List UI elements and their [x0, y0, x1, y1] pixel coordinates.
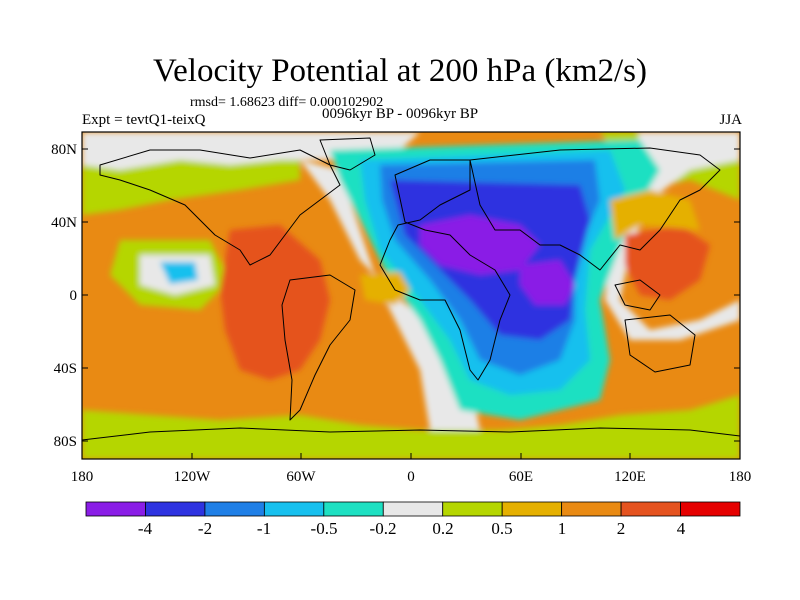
coast-antarctica [82, 427, 740, 441]
colorbar-swatch [85, 501, 146, 517]
colorbar-swatch [620, 501, 681, 517]
field-white-north [82, 132, 420, 170]
coast-south-america [281, 274, 356, 421]
colorbar-swatch [145, 501, 206, 517]
chart-title: Velocity Potential at 200 hPa (km2/s) [152, 53, 648, 89]
axis-ticks [81, 148, 741, 459]
field-darkorange-americas [220, 225, 330, 380]
lat-tick-label: 0 [70, 288, 78, 304]
colorbar-label: -4 [137, 519, 153, 538]
experiment-label: Expt = tevtQ1-teixQ [82, 112, 206, 128]
colorbar-swatch [561, 501, 622, 517]
colorbar-swatch [382, 501, 444, 517]
lon-tick-label: 180 [71, 469, 94, 485]
lon-tick-label: 180 [729, 469, 752, 485]
coastlines [82, 137, 740, 441]
contour-field [82, 132, 740, 459]
colorbar-swatch [501, 501, 563, 517]
field-yellow-africa [360, 272, 410, 305]
colorbar-swatch [323, 501, 384, 517]
colorbar-swatch [263, 501, 325, 517]
coast-europe-africa [379, 159, 511, 381]
colorbar-label: -0.5 [310, 519, 338, 538]
colorbar-label: 1 [557, 519, 567, 538]
lon-tick-label: 60W [286, 469, 316, 485]
field-yellow-east [610, 190, 700, 240]
lat-tick-label: 80S [54, 434, 77, 450]
coast-australia [624, 314, 696, 373]
lon-tick-label: 120W [174, 469, 212, 485]
lon-tick-label: 120E [614, 469, 646, 485]
colorbar-swatch [204, 501, 265, 517]
coast-greenland [319, 137, 376, 171]
lat-tick-label: 40S [54, 361, 77, 377]
colorbar-label: 0.2 [432, 519, 454, 538]
field-green-south [82, 395, 740, 459]
colorbar-swatch [442, 501, 503, 517]
colorbar [85, 501, 741, 517]
colorbar-label: -1 [256, 519, 272, 538]
colorbar-label: -0.2 [369, 519, 397, 538]
colorbar-label: 2 [616, 519, 626, 538]
lat-tick-label: 80N [51, 142, 77, 158]
lat-tick-label: 40N [51, 215, 77, 231]
season-label: JJA [719, 112, 742, 128]
colorbar-label: -2 [197, 519, 213, 538]
lon-tick-label: 60E [509, 469, 533, 485]
lon-tick-label: 0 [407, 469, 415, 485]
colorbar-label: 0.5 [491, 519, 513, 538]
stats-text: rmsd= 1.68623 diff= 0.000102902 [190, 95, 384, 110]
coast-maritime-continent [614, 279, 661, 311]
period-label: 0096kyr BP - 0096kyr BP [322, 106, 479, 122]
field-purple-south [520, 260, 575, 305]
coast-asia [469, 147, 721, 271]
coast-north-america [99, 149, 341, 266]
field-cyan-pacific [160, 262, 198, 284]
colorbar-label: 4 [676, 519, 686, 538]
colorbar-swatch [680, 501, 741, 517]
